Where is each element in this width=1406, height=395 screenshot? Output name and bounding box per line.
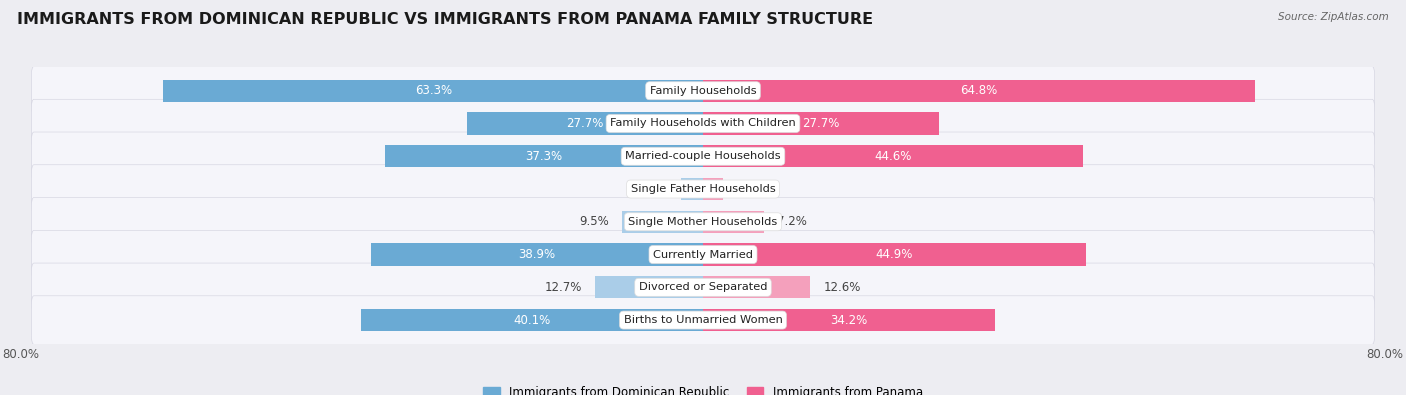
Text: Single Mother Households: Single Mother Households <box>628 217 778 227</box>
Text: 27.7%: 27.7% <box>803 117 839 130</box>
Text: 12.7%: 12.7% <box>544 281 582 294</box>
Bar <box>467 112 703 135</box>
Text: 37.3%: 37.3% <box>526 150 562 163</box>
Bar <box>703 211 765 233</box>
Bar <box>703 178 724 200</box>
Text: 34.2%: 34.2% <box>830 314 868 327</box>
Text: 2.6%: 2.6% <box>638 182 668 196</box>
Text: 27.7%: 27.7% <box>567 117 603 130</box>
Text: IMMIGRANTS FROM DOMINICAN REPUBLIC VS IMMIGRANTS FROM PANAMA FAMILY STRUCTURE: IMMIGRANTS FROM DOMINICAN REPUBLIC VS IM… <box>17 12 873 27</box>
FancyBboxPatch shape <box>31 99 1375 148</box>
Bar <box>703 243 1085 266</box>
Text: 7.2%: 7.2% <box>778 215 807 228</box>
Bar <box>703 276 810 299</box>
Text: 2.4%: 2.4% <box>737 182 766 196</box>
Text: 12.6%: 12.6% <box>823 281 860 294</box>
FancyBboxPatch shape <box>31 132 1375 181</box>
Text: 40.1%: 40.1% <box>513 314 551 327</box>
FancyBboxPatch shape <box>31 296 1375 344</box>
Text: 44.6%: 44.6% <box>875 150 911 163</box>
Bar <box>595 276 703 299</box>
Bar <box>163 80 703 102</box>
Text: Currently Married: Currently Married <box>652 250 754 260</box>
FancyBboxPatch shape <box>31 165 1375 213</box>
Text: Family Households with Children: Family Households with Children <box>610 118 796 128</box>
Bar <box>621 211 703 233</box>
Text: Divorced or Separated: Divorced or Separated <box>638 282 768 292</box>
Text: Family Households: Family Households <box>650 86 756 96</box>
FancyBboxPatch shape <box>31 198 1375 246</box>
Text: 9.5%: 9.5% <box>579 215 609 228</box>
FancyBboxPatch shape <box>31 230 1375 279</box>
Bar <box>703 112 939 135</box>
Bar <box>385 145 703 167</box>
Bar <box>703 309 994 331</box>
Text: Single Father Households: Single Father Households <box>631 184 775 194</box>
Bar <box>361 309 703 331</box>
Legend: Immigrants from Dominican Republic, Immigrants from Panama: Immigrants from Dominican Republic, Immi… <box>484 386 922 395</box>
Bar <box>371 243 703 266</box>
Text: 64.8%: 64.8% <box>960 84 998 97</box>
Text: Births to Unmarried Women: Births to Unmarried Women <box>624 315 782 325</box>
Text: 38.9%: 38.9% <box>519 248 555 261</box>
FancyBboxPatch shape <box>31 263 1375 312</box>
Bar <box>681 178 703 200</box>
FancyBboxPatch shape <box>31 66 1375 115</box>
Text: Married-couple Households: Married-couple Households <box>626 151 780 161</box>
Bar <box>703 80 1256 102</box>
Text: Source: ZipAtlas.com: Source: ZipAtlas.com <box>1278 12 1389 22</box>
Text: 63.3%: 63.3% <box>415 84 451 97</box>
Bar <box>703 145 1083 167</box>
Text: 44.9%: 44.9% <box>876 248 912 261</box>
